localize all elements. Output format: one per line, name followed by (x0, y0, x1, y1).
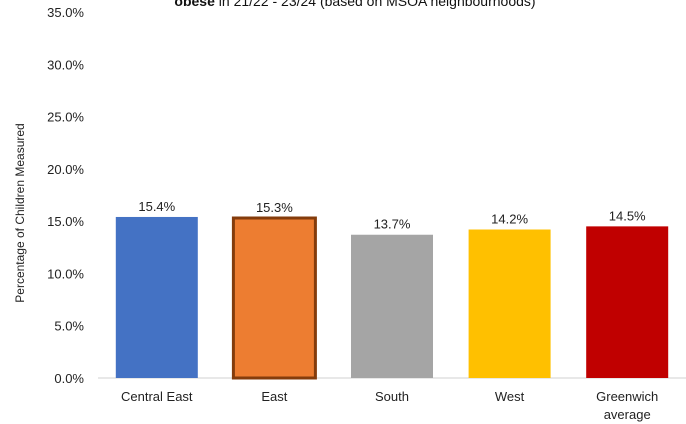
y-tick-label: 0.0% (54, 371, 84, 386)
chart-title-rest: in 21/22 - 23/24 (based on MSOA neighbou… (215, 0, 536, 9)
category-label: East (261, 389, 287, 404)
chart-title-bold: obese (174, 0, 215, 9)
data-label: 14.5% (609, 208, 646, 223)
data-label: 13.7% (374, 217, 411, 232)
y-axis-ticks: 0.0% 5.0% 10.0% 15.0% 20.0% 25.0% 30.0% 35.0% (47, 5, 84, 386)
bar (468, 229, 551, 378)
bars (115, 216, 669, 380)
category-label: average (604, 407, 651, 422)
y-tick-label: 5.0% (54, 319, 84, 334)
data-label: 15.4% (138, 199, 175, 214)
chart-title: obese in 21/22 - 23/24 (based on MSOA ne… (174, 0, 535, 9)
data-labels: 15.4% 15.3% 13.7% 14.2% 14.5% (138, 199, 646, 232)
bar (586, 226, 669, 378)
category-label: South (375, 389, 409, 404)
y-tick-label: 10.0% (47, 266, 84, 281)
data-label: 15.3% (256, 200, 293, 215)
y-tick-label: 35.0% (47, 5, 84, 20)
y-axis-title: Percentage of Children Measured (13, 123, 27, 302)
y-tick-label: 15.0% (47, 214, 84, 229)
y-tick-label: 20.0% (47, 162, 84, 177)
bar (351, 234, 433, 378)
category-label: West (495, 389, 525, 404)
y-tick-label: 25.0% (47, 110, 84, 125)
category-label: Greenwich (596, 389, 658, 404)
category-label: Central East (121, 389, 193, 404)
y-tick-label: 30.0% (47, 57, 84, 72)
bar (231, 216, 317, 380)
data-label: 14.2% (491, 212, 528, 227)
bar (115, 216, 198, 378)
category-labels: Central East East South West Greenwich averag… (121, 389, 658, 422)
